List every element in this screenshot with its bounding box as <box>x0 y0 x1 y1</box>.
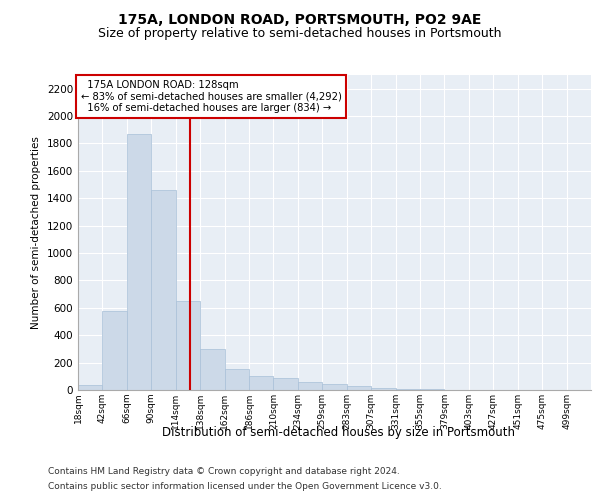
Y-axis label: Number of semi-detached properties: Number of semi-detached properties <box>31 136 41 329</box>
Bar <box>176 301 200 390</box>
Text: Contains public sector information licensed under the Open Government Licence v3: Contains public sector information licen… <box>48 482 442 491</box>
Bar <box>200 349 224 390</box>
Bar <box>395 389 420 390</box>
Text: Contains HM Land Registry data © Crown copyright and database right 2024.: Contains HM Land Registry data © Crown c… <box>48 467 400 476</box>
Bar <box>249 376 274 390</box>
Bar <box>298 382 322 390</box>
Bar <box>224 369 249 390</box>
Bar <box>274 378 298 390</box>
Bar <box>151 190 176 390</box>
Text: Distribution of semi-detached houses by size in Portsmouth: Distribution of semi-detached houses by … <box>163 426 515 439</box>
Bar <box>322 384 347 390</box>
Bar <box>371 388 395 390</box>
Text: 175A, LONDON ROAD, PORTSMOUTH, PO2 9AE: 175A, LONDON ROAD, PORTSMOUTH, PO2 9AE <box>118 12 482 26</box>
Bar <box>127 134 151 390</box>
Text: Size of property relative to semi-detached houses in Portsmouth: Size of property relative to semi-detach… <box>98 28 502 40</box>
Bar <box>78 384 103 390</box>
Text: 175A LONDON ROAD: 128sqm
← 83% of semi-detached houses are smaller (4,292)
  16%: 175A LONDON ROAD: 128sqm ← 83% of semi-d… <box>80 80 341 113</box>
Bar <box>347 386 371 390</box>
Bar <box>103 311 127 390</box>
